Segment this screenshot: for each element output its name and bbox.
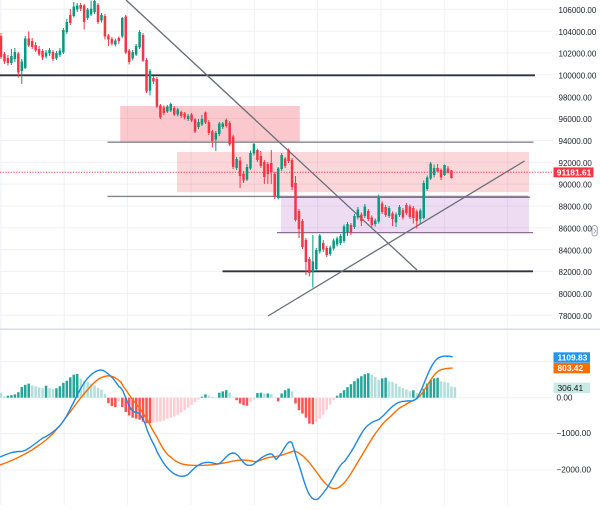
svg-text:86000.00: 86000.00 bbox=[559, 224, 593, 233]
svg-text:92000.00: 92000.00 bbox=[559, 159, 593, 168]
svg-text:94000.00: 94000.00 bbox=[559, 137, 593, 146]
svg-text:88000.00: 88000.00 bbox=[559, 203, 593, 212]
svg-text:−1000.00: −1000.00 bbox=[557, 429, 592, 438]
svg-text:0.00: 0.00 bbox=[557, 393, 573, 402]
svg-text:102000.00: 102000.00 bbox=[559, 50, 597, 59]
svg-text:90000.00: 90000.00 bbox=[559, 181, 593, 190]
svg-text:1109.83: 1109.83 bbox=[558, 353, 588, 363]
svg-text:80000.00: 80000.00 bbox=[559, 290, 593, 299]
svg-text:78000.00: 78000.00 bbox=[559, 312, 593, 321]
svg-text:98000.00: 98000.00 bbox=[559, 93, 593, 102]
svg-text:803.42: 803.42 bbox=[558, 363, 584, 373]
svg-text:104000.00: 104000.00 bbox=[559, 28, 597, 37]
svg-text:84000.00: 84000.00 bbox=[559, 246, 593, 255]
svg-text:100000.00: 100000.00 bbox=[559, 72, 597, 81]
svg-text:106000.00: 106000.00 bbox=[559, 6, 597, 15]
svg-text:−2000.00: −2000.00 bbox=[557, 465, 592, 474]
svg-text:96000.00: 96000.00 bbox=[559, 115, 593, 124]
svg-text:82000.00: 82000.00 bbox=[559, 268, 593, 277]
svg-text:91181.61: 91181.61 bbox=[557, 167, 592, 177]
svg-text:306.41: 306.41 bbox=[558, 383, 584, 393]
